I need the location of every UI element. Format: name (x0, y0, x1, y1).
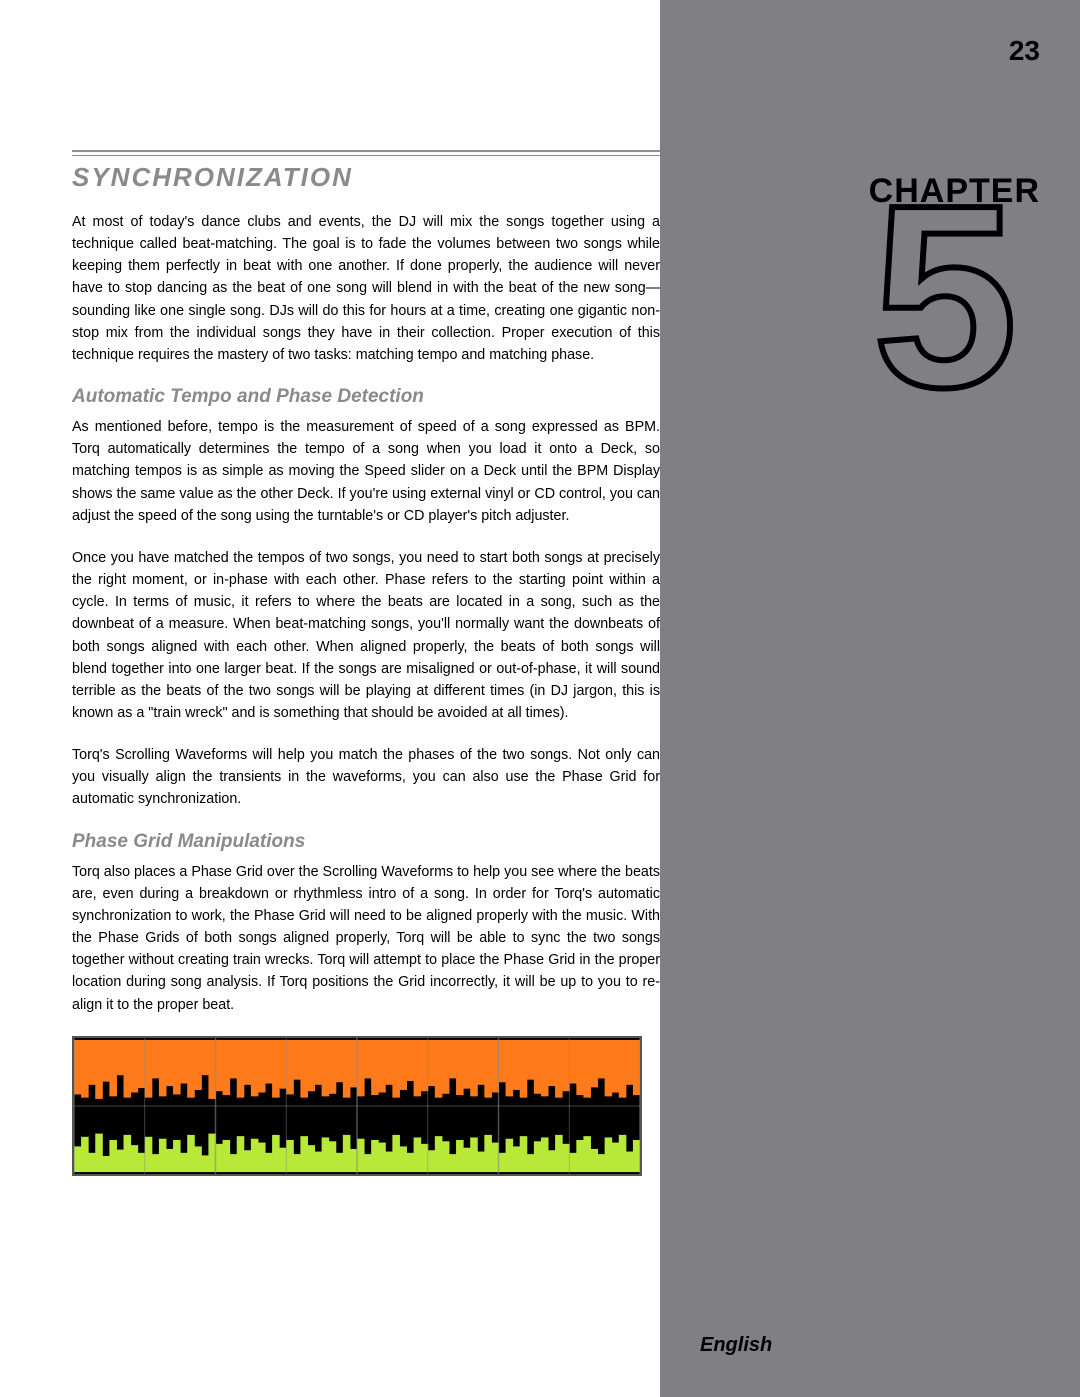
main-content: SYNCHRONIZATION At most of today's dance… (0, 0, 660, 1397)
chapter-number: 5 (700, 196, 1040, 441)
section1-p3: Torq's Scrolling Waveforms will help you… (72, 744, 660, 810)
waveform-display (72, 1036, 642, 1176)
section1-heading: Automatic Tempo and Phase Detection (72, 386, 660, 408)
page-number: 23 (700, 35, 1040, 67)
language-label: English (700, 1334, 772, 1357)
title-rule (72, 150, 660, 156)
section1-p2: Once you have matched the tempos of two … (72, 547, 660, 724)
page: SYNCHRONIZATION At most of today's dance… (0, 0, 1080, 1397)
sidebar: 23 CHAPTER 5 English (660, 0, 1080, 1397)
waveform-svg (74, 1038, 640, 1174)
section2-p1: Torq also places a Phase Grid over the S… (72, 861, 660, 1016)
chapter-number-glyph: 5 (873, 196, 1018, 436)
intro-paragraph: At most of today's dance clubs and event… (72, 211, 660, 366)
section1-p1: As mentioned before, tempo is the measur… (72, 416, 660, 527)
section2-heading: Phase Grid Manipulations (72, 831, 660, 853)
chapter-title: SYNCHRONIZATION (72, 162, 660, 193)
